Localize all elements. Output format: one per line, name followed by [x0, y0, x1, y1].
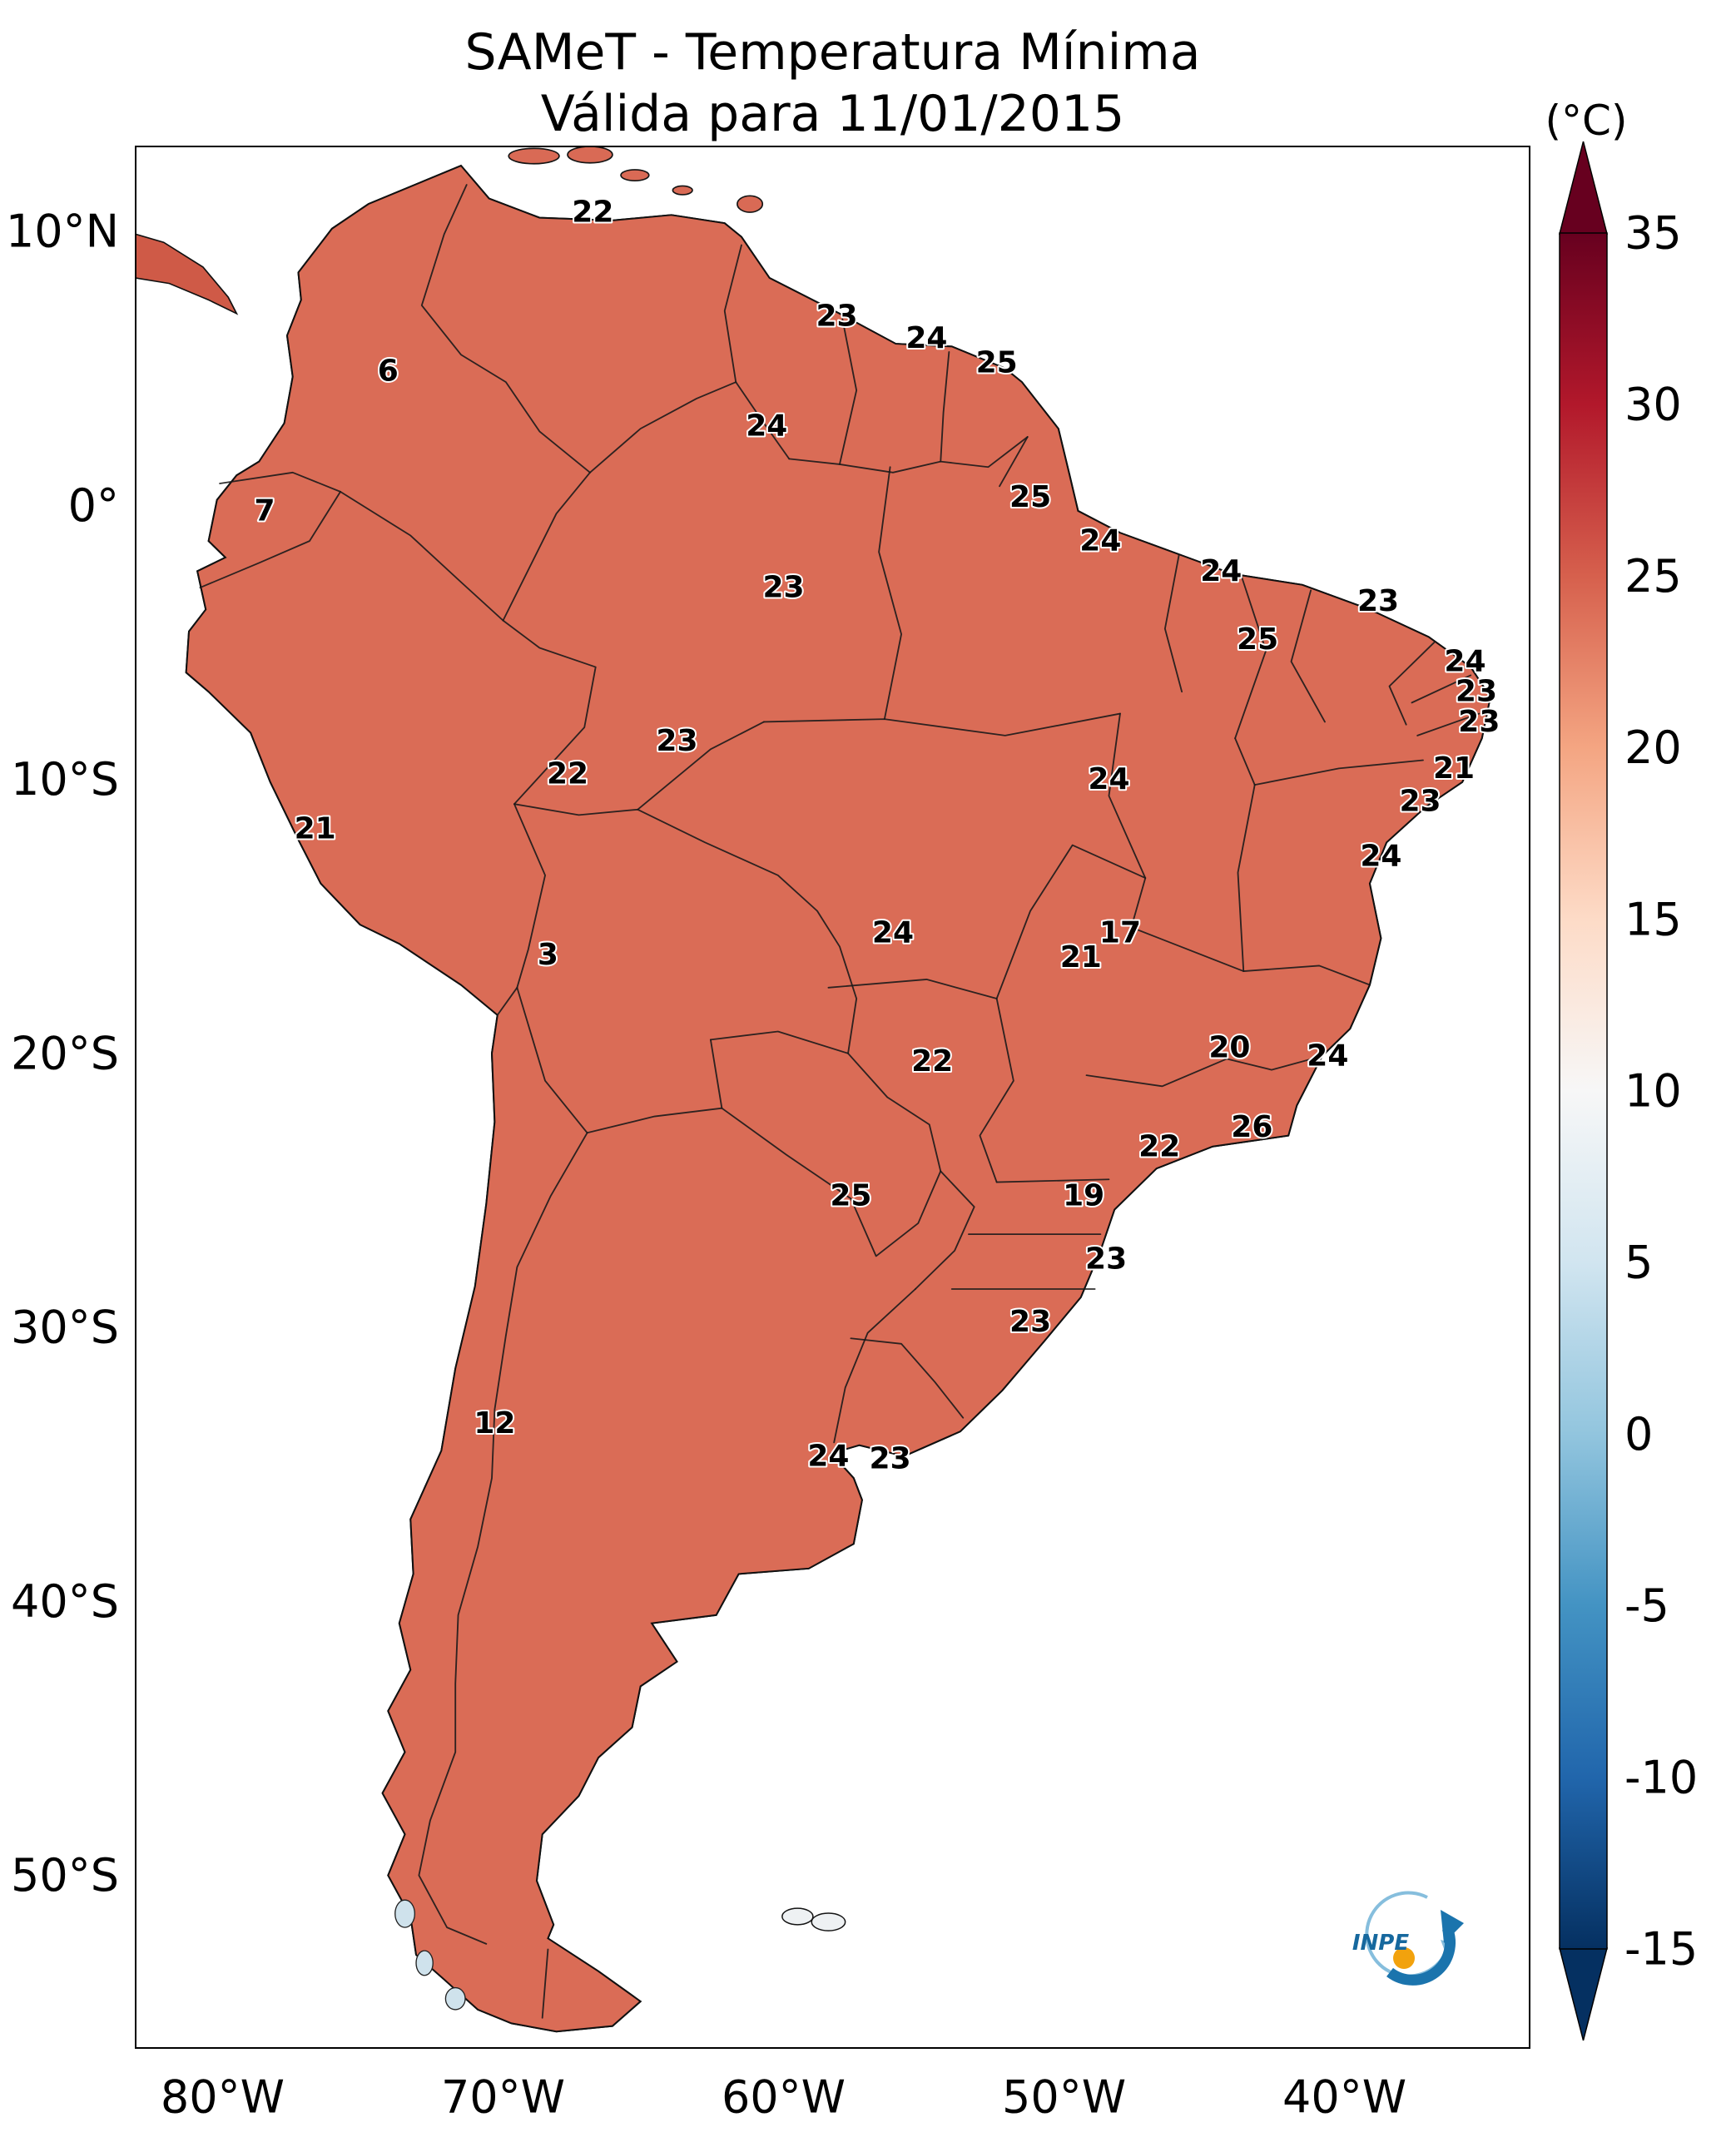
colorbar-tick-label: 25 [1624, 550, 1682, 602]
colorbar-gradient [1559, 232, 1608, 1950]
x-tick-label: 70°W [441, 2071, 565, 2124]
temperature-label: 22 [547, 756, 588, 791]
temperature-label: 20 [1208, 1031, 1250, 1065]
temperature-label: 25 [1237, 622, 1278, 657]
temperature-label: 23 [762, 571, 804, 605]
colorbar-tick-label: -5 [1624, 1579, 1669, 1632]
country-borders [199, 184, 1029, 2019]
title-line-1: SAMeT - Temperatura Mínima [464, 23, 1201, 82]
temperature-label: 23 [1009, 1305, 1051, 1339]
colorbar-unit-label: (°C) [1545, 97, 1628, 145]
temperature-label: 25 [976, 346, 1018, 380]
temperature-label: 17 [1099, 915, 1141, 950]
inpe-logo-text: INPE [1352, 1931, 1409, 1956]
temperature-label: 24 [746, 409, 787, 443]
inpe-logo: INPE [1352, 1891, 1464, 1986]
temperature-label: 21 [295, 811, 336, 845]
y-tick-label: 50°S [11, 1849, 119, 1902]
temperature-label: 21 [1060, 940, 1102, 974]
temperature-label: 22 [911, 1044, 953, 1078]
temperature-label: 24 [1444, 644, 1486, 678]
temperature-label: 7 [254, 493, 275, 528]
y-tick-label: 40°S [11, 1575, 119, 1628]
y-tick-label: 20°S [11, 1027, 119, 1079]
colorbar-tick-label: 35 [1624, 207, 1682, 260]
inpe-logo-swoosh-arrowhead-icon [1441, 1910, 1464, 1943]
colorbar-tick-labels: 35 30 25 20 15 10 5 0 -5 -10 -15 [1624, 207, 1698, 1976]
temperature-label: 24 [1079, 524, 1121, 558]
temperature-label: 24 [1360, 839, 1401, 873]
y-tick-label: 0° [68, 479, 119, 532]
colorbar-tick-label: 20 [1624, 721, 1682, 774]
temperature-label: 19 [1063, 1179, 1104, 1213]
colorbar-tick-label: 10 [1624, 1065, 1682, 1118]
temperature-label: 3 [538, 938, 558, 972]
y-axis-ticks: 10°N 0° 10°S 20°S 30°S 40°S 50°S [6, 206, 119, 1902]
temperature-label: 12 [474, 1406, 515, 1440]
state-borders [637, 466, 1481, 1290]
temperature-label: 23 [1456, 675, 1497, 709]
temperature-label: 25 [1009, 480, 1051, 514]
temperature-label: 24 [1200, 554, 1242, 588]
temperature-label: 24 [807, 1439, 849, 1473]
temperature-label: 24 [872, 915, 914, 950]
colorbar-extend-arrow-bottom [1559, 1947, 1608, 2041]
title-line-2: Válida para 11/01/2015 [540, 85, 1125, 143]
southern-islands [394, 1899, 846, 2011]
figure-title: SAMeT - Temperatura Mínima Válida para 1… [0, 22, 1665, 145]
temperature-label: 23 [1357, 584, 1399, 618]
temperature-label: 24 [1307, 1039, 1348, 1074]
y-tick-label: 10°N [6, 206, 119, 258]
temperature-label: 23 [870, 1442, 911, 1476]
temperature-label: 22 [1138, 1129, 1180, 1163]
colorbar-tick-label: -10 [1624, 1751, 1698, 1803]
temperature-label: 24 [1088, 762, 1129, 796]
colorbar-tick-label: 0 [1624, 1408, 1653, 1460]
colorbar-tick-label: 5 [1624, 1237, 1653, 1289]
x-tick-label: 40°W [1282, 2071, 1406, 2124]
central-america-sliver [136, 233, 239, 315]
temperature-label: 23 [1400, 784, 1441, 818]
temperature-label: 24 [905, 321, 947, 355]
temperature-label: 23 [1458, 705, 1500, 739]
x-axis-ticks: 80°W 70°W 60°W 50°W 40°W [161, 2071, 1406, 2124]
temperature-label: 6 [378, 354, 399, 388]
colorbar-extend-arrow-top [1559, 141, 1608, 235]
inpe-logo-swoosh-icon [1386, 1926, 1456, 1986]
temperature-label: 23 [816, 300, 858, 334]
colorbar-tick-label: -15 [1624, 1923, 1698, 1976]
temperature-label: 25 [830, 1179, 871, 1213]
caribbean-islands [508, 146, 764, 213]
y-tick-label: 10°S [11, 753, 119, 806]
axes-spine [135, 146, 1530, 2049]
inpe-logo-globe-icon [1393, 1947, 1415, 1969]
temperature-label: 22 [572, 196, 613, 230]
x-tick-label: 80°W [161, 2071, 285, 2124]
colorbar: 35 30 25 20 15 10 5 0 -5 -10 -15 (°C) [1545, 97, 1698, 2041]
colorbar-tick-label: 15 [1624, 893, 1682, 945]
temperature-label: 23 [656, 724, 697, 758]
y-tick-label: 30°S [11, 1302, 119, 1354]
x-tick-label: 60°W [722, 2071, 846, 2124]
x-tick-label: 50°W [1002, 2071, 1126, 2124]
temperature-label: 26 [1231, 1110, 1272, 1144]
temperature-label: 23 [1085, 1242, 1127, 1276]
colorbar-tick-label: 30 [1624, 379, 1682, 431]
temperature-label: 21 [1433, 751, 1475, 786]
